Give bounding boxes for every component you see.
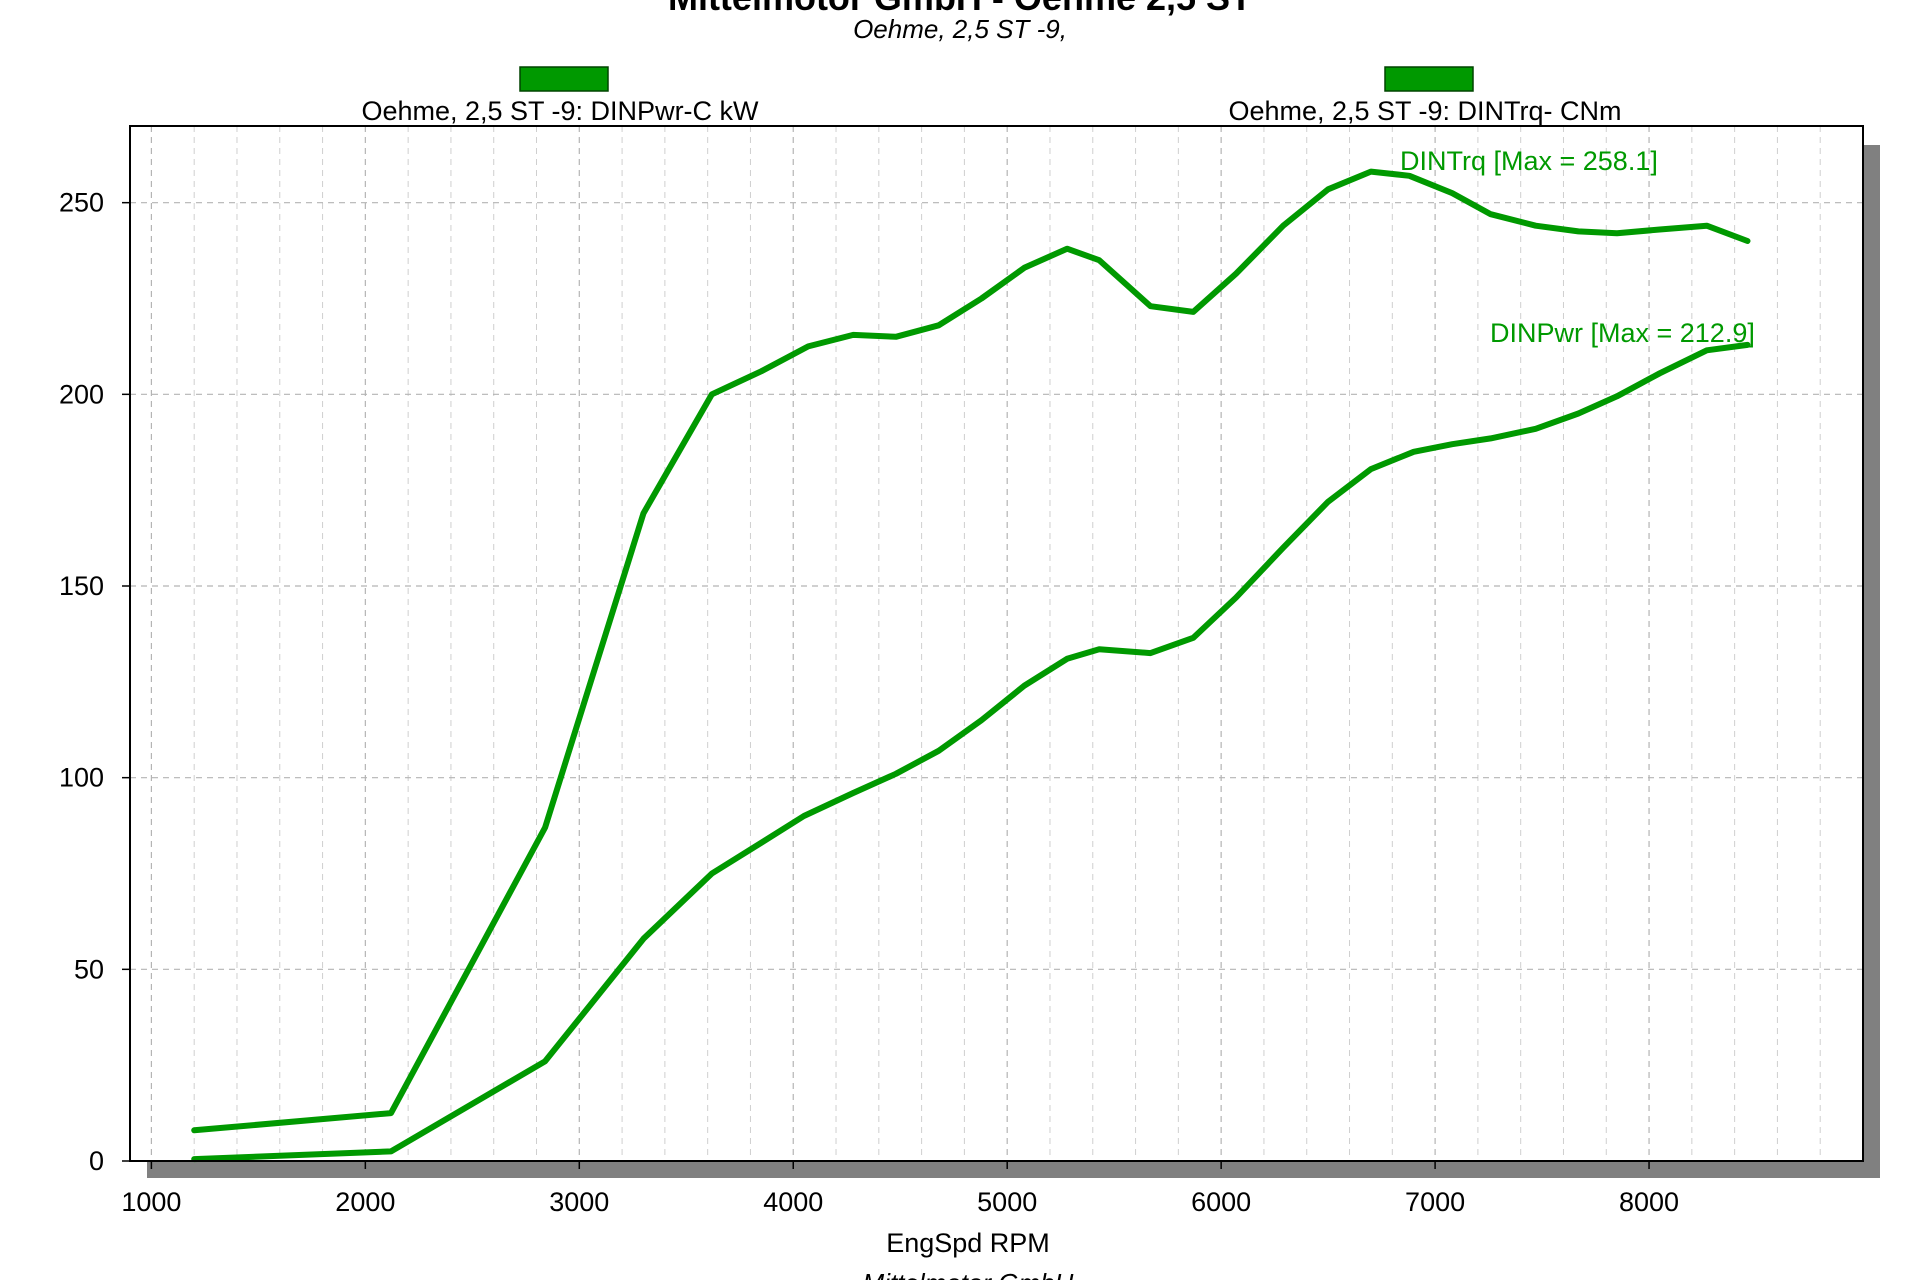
- x-axis: 1000 2000 3000 4000 5000 6000 7000 8000: [121, 1161, 1679, 1217]
- y-tick-label: 250: [59, 188, 104, 218]
- y-tick-label: 200: [59, 379, 104, 409]
- annotation-power-max: DINPwr [Max = 212.9]: [1490, 318, 1755, 348]
- x-tick-label: 7000: [1405, 1187, 1465, 1217]
- series-line-torque: [191, 168, 1751, 1134]
- x-tick-label: 3000: [549, 1187, 609, 1217]
- series-line-power: [191, 341, 1751, 1163]
- plot-border: [129, 125, 1864, 1162]
- footer-text: Mittelmotor GmbH: [863, 1268, 1074, 1280]
- legend-swatch-power: [519, 66, 609, 92]
- x-tick-label: 6000: [1191, 1187, 1251, 1217]
- annotation-torque-max: DINTrq [Max = 258.1]: [1400, 146, 1658, 176]
- legend-label-power: Oehme, 2,5 ST -9: DINPwr-C kW: [361, 96, 759, 126]
- y-tick-label: 100: [59, 763, 104, 793]
- chart-subtitle: Oehme, 2,5 ST -9,: [853, 14, 1067, 44]
- x-tick-label: 4000: [763, 1187, 823, 1217]
- x-tick-label: 8000: [1619, 1187, 1679, 1217]
- legend: Oehme, 2,5 ST -9: DINPwr-C kW Oehme, 2,5…: [361, 66, 1622, 126]
- x-tick-label: 5000: [977, 1187, 1037, 1217]
- y-tick-label: 150: [59, 571, 104, 601]
- grid: [130, 126, 1863, 1161]
- y-tick-label: 50: [74, 954, 104, 984]
- legend-swatch-torque: [1384, 66, 1474, 92]
- legend-label-torque: Oehme, 2,5 ST -9: DINTrq- CNm: [1228, 96, 1621, 126]
- x-axis-label: EngSpd RPM: [886, 1228, 1050, 1258]
- x-tick-label: 2000: [335, 1187, 395, 1217]
- chart-title: Mittelmotor GmbH - Oehme 2,5 ST: [668, 0, 1252, 18]
- annotations: DINPwr [Max = 212.9] DINTrq [Max = 258.1]: [1400, 146, 1755, 348]
- x-tick-label: 1000: [121, 1187, 181, 1217]
- y-axis: 0 50 100 150 200 250: [59, 188, 130, 1176]
- y-tick-label: 0: [89, 1146, 104, 1176]
- series-layer: [191, 168, 1751, 1163]
- plot-area: [130, 126, 1863, 1161]
